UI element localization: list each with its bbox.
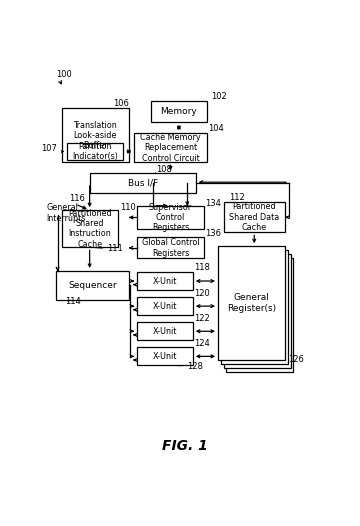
Text: Memory: Memory xyxy=(161,107,197,116)
Text: FIG. 1: FIG. 1 xyxy=(162,439,207,453)
FancyBboxPatch shape xyxy=(224,254,291,368)
Text: 106: 106 xyxy=(113,99,129,108)
Text: Supervisor
Control
Registers: Supervisor Control Registers xyxy=(149,203,192,232)
Text: 124: 124 xyxy=(194,339,210,348)
Text: Translation
Look-aside
Buffer: Translation Look-aside Buffer xyxy=(73,120,117,150)
FancyBboxPatch shape xyxy=(151,101,207,122)
Text: Partition
Indicator(s): Partition Indicator(s) xyxy=(72,141,118,161)
FancyBboxPatch shape xyxy=(226,258,293,372)
Text: 126: 126 xyxy=(288,355,303,364)
Text: Bus I/F: Bus I/F xyxy=(127,178,158,187)
FancyBboxPatch shape xyxy=(62,108,129,163)
Text: X-Unit: X-Unit xyxy=(153,277,177,286)
Text: 134: 134 xyxy=(205,199,221,208)
Text: 118: 118 xyxy=(194,264,210,272)
FancyBboxPatch shape xyxy=(67,143,123,159)
Text: X-Unit: X-Unit xyxy=(153,327,177,336)
FancyBboxPatch shape xyxy=(134,133,207,163)
Text: 108: 108 xyxy=(156,165,172,174)
Text: 122: 122 xyxy=(194,313,210,323)
FancyBboxPatch shape xyxy=(137,237,204,258)
Text: 120: 120 xyxy=(194,289,210,298)
FancyBboxPatch shape xyxy=(224,202,285,232)
Text: Cache Memory
Replacement
Control Circuit: Cache Memory Replacement Control Circuit xyxy=(140,133,201,163)
Text: General
Register(s): General Register(s) xyxy=(227,293,276,312)
FancyBboxPatch shape xyxy=(221,250,288,363)
FancyBboxPatch shape xyxy=(137,272,193,290)
Text: Partitioned
Shared
Instruction
Cache: Partitioned Shared Instruction Cache xyxy=(68,209,112,249)
Text: General
Interrupts: General Interrupts xyxy=(46,203,86,222)
Text: 128: 128 xyxy=(187,362,203,371)
FancyBboxPatch shape xyxy=(137,348,193,365)
FancyBboxPatch shape xyxy=(62,210,117,247)
FancyBboxPatch shape xyxy=(137,206,204,229)
Text: 116: 116 xyxy=(69,194,85,203)
Text: 104: 104 xyxy=(208,124,224,133)
Text: 114: 114 xyxy=(65,297,81,306)
Text: Global Control
Registers: Global Control Registers xyxy=(142,238,199,258)
Text: X-Unit: X-Unit xyxy=(153,301,177,311)
FancyBboxPatch shape xyxy=(218,246,285,360)
Text: Partitioned
Shared Data
Cache: Partitioned Shared Data Cache xyxy=(229,203,279,232)
FancyBboxPatch shape xyxy=(137,322,193,340)
Text: 111: 111 xyxy=(107,244,123,252)
Text: 136: 136 xyxy=(205,229,221,238)
FancyBboxPatch shape xyxy=(90,173,196,193)
Text: Sequencer: Sequencer xyxy=(68,281,117,290)
Text: 100: 100 xyxy=(56,70,72,79)
Text: 107: 107 xyxy=(41,145,57,154)
FancyBboxPatch shape xyxy=(56,271,129,300)
Text: 102: 102 xyxy=(211,92,227,101)
Text: 110: 110 xyxy=(120,203,136,212)
Text: 112: 112 xyxy=(229,193,245,202)
FancyBboxPatch shape xyxy=(137,297,193,315)
Text: X-Unit: X-Unit xyxy=(153,352,177,361)
